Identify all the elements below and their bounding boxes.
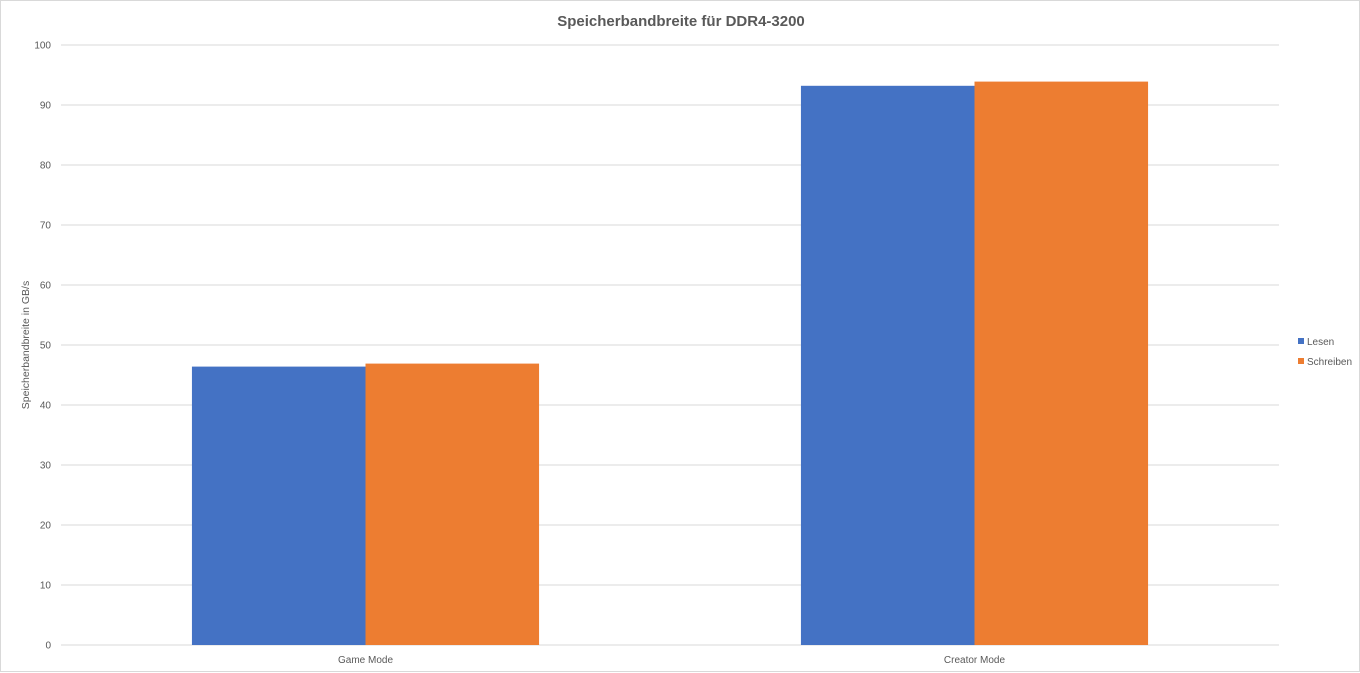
- y-axis-title: Speicherbandbreite in GB/s: [20, 281, 32, 409]
- y-tick-label: 90: [40, 101, 52, 112]
- x-tick-label: Game Mode: [338, 655, 393, 666]
- bar-schreiben-game-mode: [365, 363, 540, 645]
- legend-item: Lesen: [1298, 337, 1334, 348]
- y-tick-label: 40: [40, 401, 52, 412]
- y-tick-label: 100: [34, 41, 51, 52]
- y-tick-label: 30: [40, 461, 52, 472]
- y-tick-label: 50: [40, 341, 52, 352]
- legend-swatch: [1298, 358, 1304, 364]
- y-tick-label: 80: [40, 161, 52, 172]
- bars: [191, 81, 1149, 646]
- y-tick-label: 20: [40, 521, 52, 532]
- legend-swatch: [1298, 338, 1304, 344]
- legend-label: Lesen: [1307, 337, 1334, 348]
- y-tick-label: 60: [40, 281, 52, 292]
- x-axis-ticks: Game Mode Creator Mode: [338, 655, 1006, 666]
- legend: Lesen Schreiben: [1298, 337, 1352, 368]
- bar-schreiben-creator-mode: [974, 81, 1149, 646]
- x-tick-label: Creator Mode: [944, 655, 1006, 666]
- legend-label: Schreiben: [1307, 357, 1352, 368]
- y-tick-label: 0: [45, 641, 51, 652]
- chart-title: Speicherbandbreite für DDR4-3200: [557, 13, 805, 30]
- y-axis-ticks: 0 10 20 30 40 50 60 70 80 90 100: [34, 41, 51, 652]
- y-tick-label: 70: [40, 221, 52, 232]
- legend-item: Schreiben: [1298, 357, 1352, 368]
- bar-lesen-game-mode: [191, 366, 366, 645]
- y-tick-label: 10: [40, 581, 52, 592]
- bar-lesen-creator-mode: [800, 85, 975, 646]
